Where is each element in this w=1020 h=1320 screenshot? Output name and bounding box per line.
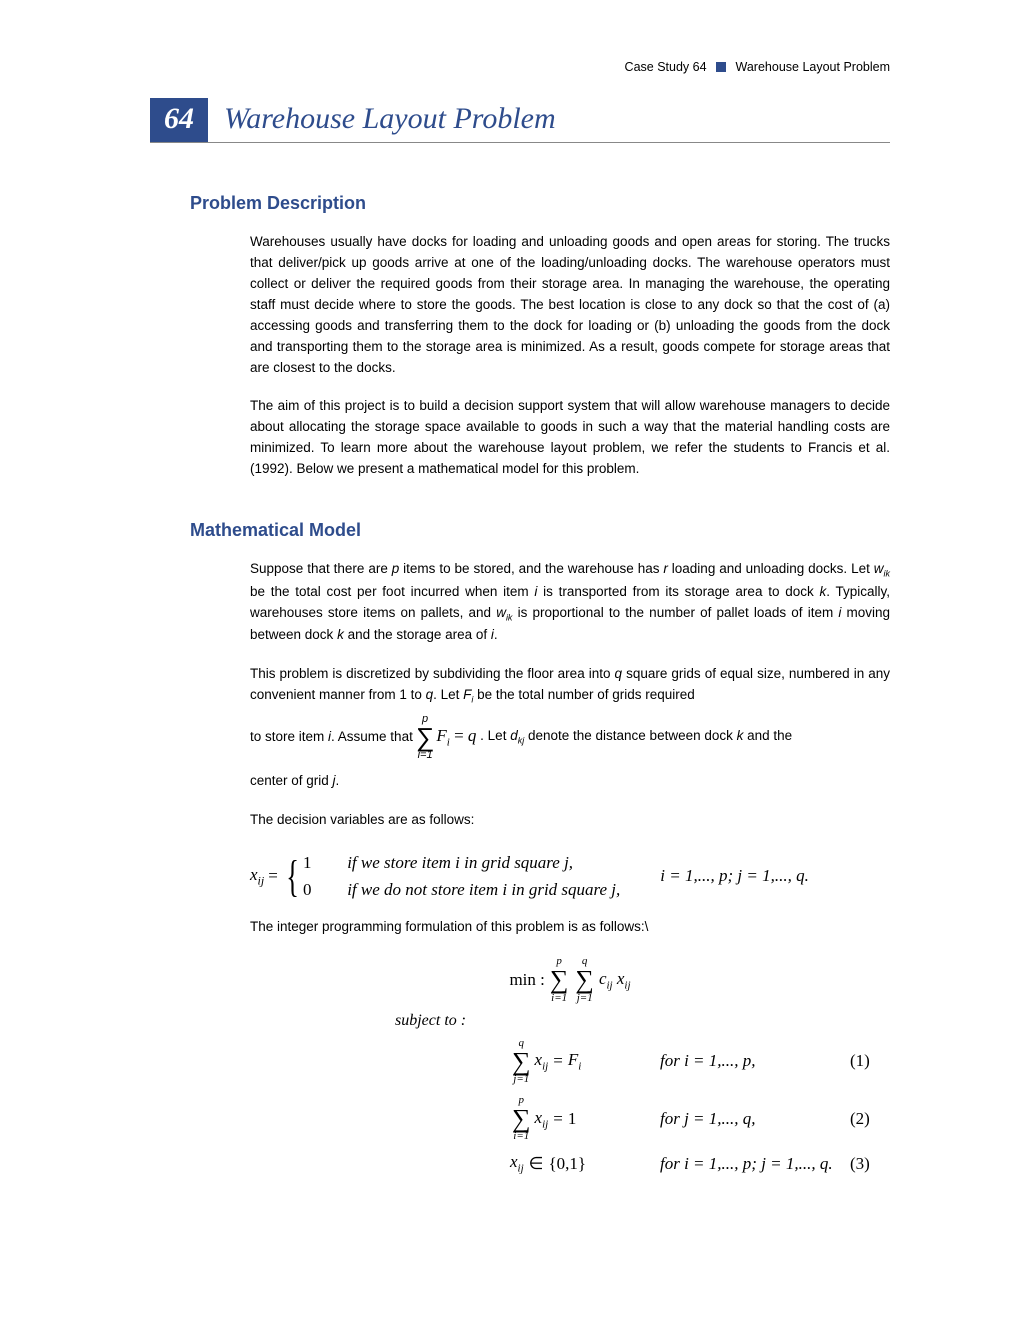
constraint-2: p∑i=1 xij = 1 for j = 1,..., q, (2) bbox=[510, 1095, 890, 1142]
chapter-title: Warehouse Layout Problem bbox=[224, 102, 556, 138]
header-square-icon bbox=[716, 62, 726, 72]
paragraph: The decision variables are as follows: bbox=[250, 810, 890, 831]
header-title: Warehouse Layout Problem bbox=[736, 60, 890, 74]
page: Case Study 64 Warehouse Layout Problem 6… bbox=[0, 0, 1020, 1245]
section-body-problem: Warehouses usually have docks for loadin… bbox=[250, 232, 890, 480]
objective-function: min : p∑i=1 q∑j=1 cij xij bbox=[250, 956, 890, 1003]
constraint-1: q∑j=1 xij = Fi for i = 1,..., p, (1) bbox=[510, 1038, 890, 1085]
running-header: Case Study 64 Warehouse Layout Problem bbox=[150, 60, 890, 74]
paragraph: to store item i. Assume that p ∑ i=1 Fi … bbox=[250, 714, 890, 761]
chapter-number: 64 bbox=[150, 98, 208, 142]
sum-symbol: p ∑ i=1 bbox=[416, 714, 435, 761]
section-heading-model: Mathematical Model bbox=[190, 520, 890, 541]
section-heading-problem: Problem Description bbox=[190, 193, 890, 214]
paragraph: Suppose that there are p items to be sto… bbox=[250, 559, 890, 646]
paragraph: center of grid j. bbox=[250, 771, 890, 792]
paragraph: The aim of this project is to build a de… bbox=[250, 396, 890, 480]
chapter-title-row: 64 Warehouse Layout Problem bbox=[150, 98, 890, 143]
paragraph: The integer programming formulation of t… bbox=[250, 917, 890, 938]
paragraph: This problem is discretized by subdividi… bbox=[250, 664, 890, 708]
paragraph: Warehouses usually have docks for loadin… bbox=[250, 232, 890, 378]
section-body-model: Suppose that there are p items to be sto… bbox=[250, 559, 890, 1175]
header-case: Case Study 64 bbox=[625, 60, 707, 74]
decision-variable-definition: xij = { 1 if we store item i in grid squ… bbox=[250, 849, 890, 903]
subject-to-label: subject to : bbox=[395, 1012, 890, 1030]
constraint-3: xij ∈ {0,1} for i = 1,..., p; j = 1,...,… bbox=[510, 1152, 890, 1174]
